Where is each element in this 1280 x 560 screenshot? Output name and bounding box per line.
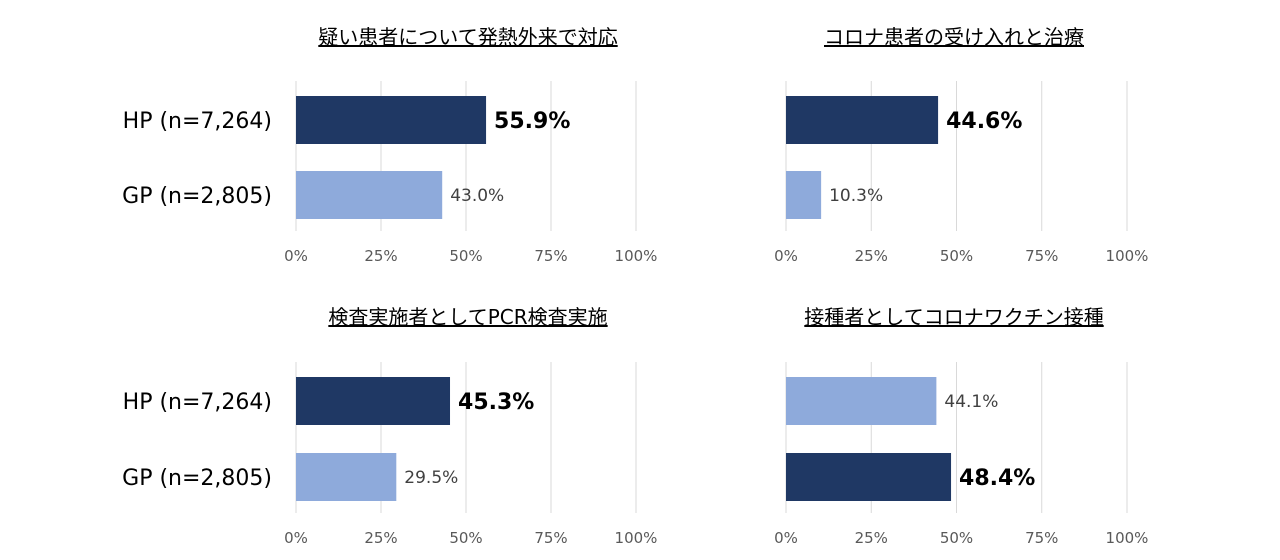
bar bbox=[296, 377, 451, 425]
bar bbox=[786, 453, 952, 501]
tick-label: 50% bbox=[940, 247, 973, 265]
tick-label: 0% bbox=[284, 247, 308, 265]
chart-title: 接種者としてコロナワクチン接種 bbox=[804, 305, 1103, 329]
data-label: 43.0% bbox=[450, 186, 504, 206]
data-label: 10.3% bbox=[829, 186, 883, 206]
tick-label: 50% bbox=[449, 247, 482, 265]
data-label: 55.9% bbox=[494, 109, 570, 134]
bar bbox=[296, 171, 443, 219]
chart-title: 疑い患者について発熱外来で対応 bbox=[318, 25, 617, 49]
tick-label: 75% bbox=[534, 529, 567, 547]
tick-label: 50% bbox=[449, 529, 482, 547]
tick-label: 0% bbox=[774, 529, 798, 547]
tick-label: 25% bbox=[855, 247, 888, 265]
data-label: 44.6% bbox=[946, 109, 1022, 134]
data-label: 29.5% bbox=[404, 468, 458, 488]
category-label: GP (n=2,805) bbox=[122, 466, 272, 491]
bar bbox=[786, 171, 822, 219]
data-label: 48.4% bbox=[959, 466, 1035, 491]
bar bbox=[296, 453, 397, 501]
data-label: 44.1% bbox=[944, 392, 998, 412]
tick-label: 25% bbox=[364, 247, 397, 265]
data-label: 45.3% bbox=[458, 390, 534, 415]
category-label: GP (n=2,805) bbox=[122, 184, 272, 209]
tick-label: 0% bbox=[774, 247, 798, 265]
tick-label: 100% bbox=[1106, 529, 1149, 547]
tick-label: 75% bbox=[1025, 529, 1058, 547]
tick-label: 75% bbox=[1025, 247, 1058, 265]
tick-label: 100% bbox=[615, 529, 658, 547]
tick-label: 25% bbox=[855, 529, 888, 547]
category-label: HP (n=7,264) bbox=[123, 390, 272, 415]
bar bbox=[786, 377, 937, 425]
tick-label: 75% bbox=[534, 247, 567, 265]
chart-title: コロナ患者の受け入れと治療 bbox=[824, 25, 1084, 49]
category-label: HP (n=7,264) bbox=[123, 109, 272, 134]
chart-title: 検査実施者としてPCR検査実施 bbox=[328, 305, 607, 329]
bar bbox=[296, 96, 487, 144]
tick-label: 0% bbox=[284, 529, 308, 547]
bar bbox=[786, 96, 939, 144]
tick-label: 25% bbox=[364, 529, 397, 547]
tick-label: 100% bbox=[615, 247, 658, 265]
tick-label: 50% bbox=[940, 529, 973, 547]
tick-label: 100% bbox=[1106, 247, 1149, 265]
